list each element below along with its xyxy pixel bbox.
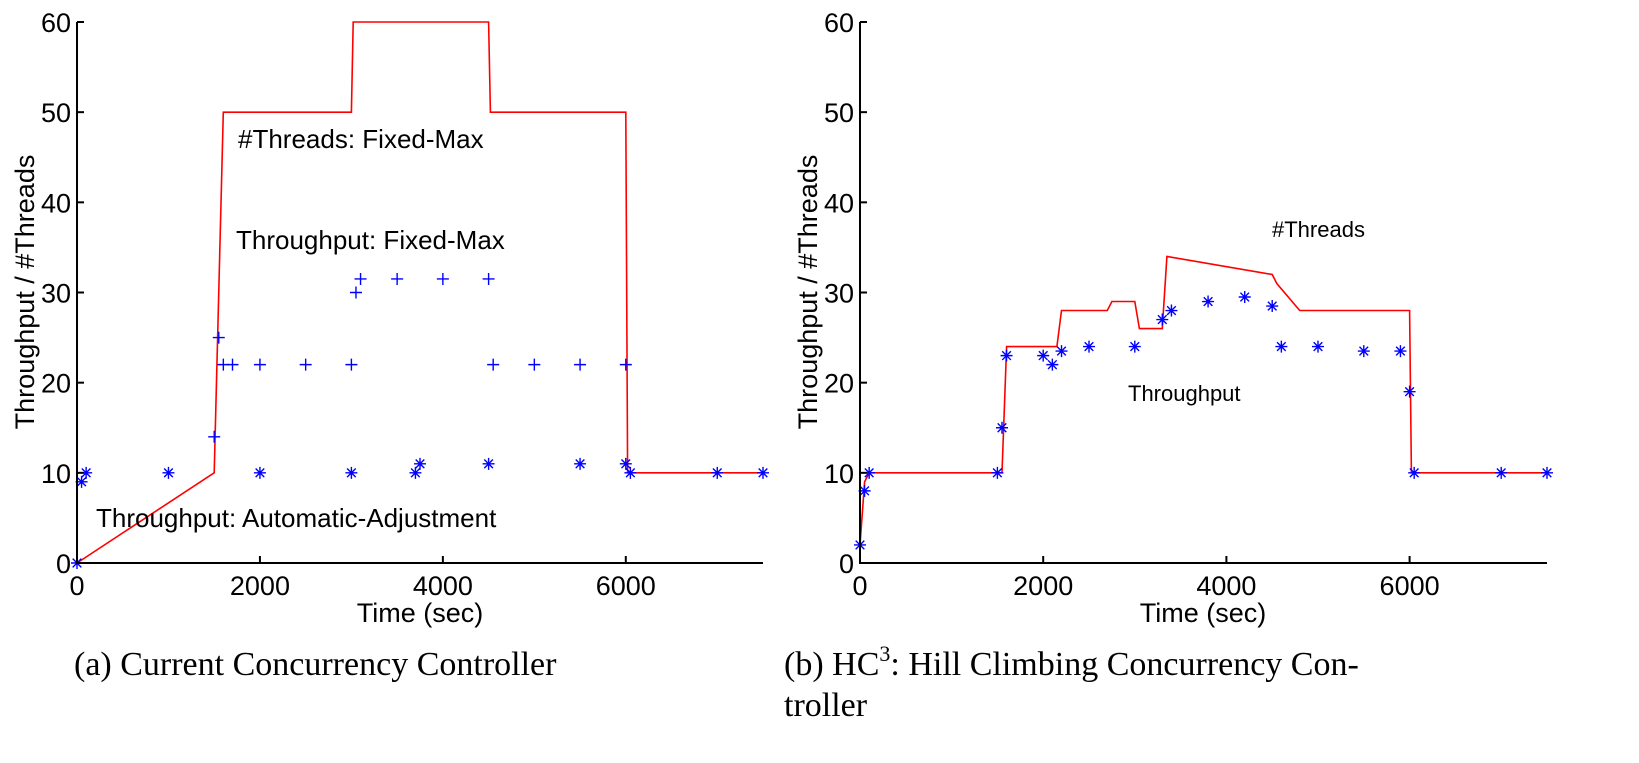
chart-b-series-1-point-14	[1238, 291, 1251, 304]
chart-b-annotation-throughput: Throughput	[1128, 381, 1241, 406]
chart-b-series-1-point-8	[1055, 345, 1068, 358]
chart-b-ticks: 0 2000 4000 6000 0 10 20 30 40 50 60	[824, 8, 1440, 601]
chart-b-x-tick-label-3: 6000	[1380, 571, 1440, 601]
chart-b-x-tick-label-0: 0	[852, 571, 867, 601]
chart-a-series-2-point-9	[574, 457, 587, 470]
chart-a-marks	[71, 21, 769, 569]
chart-b-caption-line2: troller	[784, 687, 868, 724]
chart-a-series-1-point-12	[487, 358, 500, 371]
chart-b-series-1-point-21	[1408, 466, 1421, 479]
chart-b-series-1-point-2	[863, 466, 876, 479]
chart-a-y-tick-label-1: 10	[41, 459, 71, 489]
chart-b-series-1-point-19	[1394, 345, 1407, 358]
chart-a-x-tick-label-2: 4000	[413, 571, 473, 601]
chart-a-series-1-point-1	[212, 331, 225, 344]
chart-a-series-1-point-4	[253, 358, 266, 371]
chart-a-y-tick-label-3: 30	[41, 279, 71, 309]
chart-b-y-tick-label-0: 0	[839, 549, 854, 579]
chart-b-series-1-point-17	[1312, 340, 1324, 353]
chart-a-series-2-point-6	[409, 466, 422, 479]
chart-b-series-1-point-1	[858, 484, 871, 497]
chart-b-caption-prefix: (b) HC	[784, 646, 879, 683]
chart-a-series-2-point-13	[757, 466, 769, 479]
chart-b-series-1-point-20	[1403, 385, 1416, 398]
chart-b-series-threads-line	[859, 255, 1547, 546]
chart-a-annotation-throughput-fixed: Throughput: Fixed-Max	[236, 225, 505, 255]
chart-b-series-1-point-4	[995, 421, 1008, 434]
chart-a-y-tick-label-6: 60	[41, 8, 71, 38]
chart-b-y-tick-label-4: 40	[824, 188, 854, 218]
chart-b-series-1-point-12	[1165, 304, 1178, 317]
chart-a-series-1-point-8	[354, 272, 367, 285]
chart-a-series-1-point-14	[574, 358, 587, 371]
chart-a-series-1-point-6	[345, 358, 358, 371]
chart-a-y-tick-label-0: 0	[56, 549, 71, 579]
chart-a-series-2-point-5	[345, 466, 358, 479]
chart-b-y-tick-label-2: 20	[824, 369, 854, 399]
chart-a-series-1-point-3	[226, 358, 239, 371]
chart-b-x-tick-label-2: 4000	[1196, 571, 1256, 601]
chart-b-y-tick-label-6: 60	[824, 8, 854, 38]
chart-a-x-tick-label-3: 6000	[596, 571, 656, 601]
chart-b-series-1-point-5	[1000, 349, 1013, 362]
chart-b-x-axis-label: Time (sec)	[1140, 598, 1267, 628]
chart-b-series-1-point-10	[1128, 340, 1141, 353]
chart-b-marks	[854, 255, 1553, 551]
chart-b-series-1-point-11	[1156, 313, 1169, 326]
chart-b-series-1-point-15	[1266, 300, 1279, 313]
chart-a-y-tick-label-2: 20	[41, 369, 71, 399]
chart-b-caption: (b) HC3: Hill Climbing Concurrency Con-	[784, 641, 1359, 683]
chart-a-series-2-point-3	[162, 466, 175, 479]
chart-a-series-2-point-8	[482, 457, 495, 470]
chart-a-series-threads-line	[76, 21, 763, 564]
chart-a-series-1-point-7	[349, 286, 362, 299]
chart-a-annotation-throughput-auto: Throughput: Automatic-Adjustment	[96, 503, 497, 533]
chart-a-caption: (a) Current Concurrency Controller	[74, 646, 557, 683]
chart-a-series-2-point-1	[75, 475, 88, 488]
chart-a-y-axis-label: Throughput / #Threads	[10, 155, 40, 430]
chart-b-series-1-point-7	[1046, 358, 1059, 371]
chart-a-series-2-point-7	[414, 457, 426, 470]
chart-a-annotation-threads: #Threads: Fixed-Max	[238, 124, 484, 154]
chart-a-series-2-point-4	[253, 466, 266, 479]
chart-b-y-tick-label-1: 10	[824, 459, 854, 489]
chart-b-series-1-point-13	[1202, 295, 1215, 308]
chart-b-y-tick-label-5: 50	[824, 98, 854, 128]
chart-b-series-1-point-18	[1357, 345, 1370, 358]
chart-a-series-2-point-10	[619, 457, 632, 470]
chart-a-series-1-point-11	[482, 272, 495, 285]
chart-a-series-1-point-9	[391, 272, 404, 285]
chart-b-series-1-point-16	[1275, 340, 1288, 353]
chart-a-x-axis-label: Time (sec)	[357, 598, 484, 628]
chart-b-x-tick-label-1: 2000	[1013, 571, 1073, 601]
chart-panel-b: 0 2000 4000 6000 0 10 20 30 40 50 60 Time (sec) Th…	[784, 8, 1553, 724]
chart-b-annotation-threads: #Threads	[1272, 217, 1365, 242]
chart-a-series-1-point-5	[299, 358, 312, 371]
chart-b-series-1-point-6	[1037, 349, 1050, 362]
chart-a-y-tick-label-5: 50	[41, 98, 71, 128]
chart-b-series-1-point-23	[1541, 466, 1553, 479]
chart-b-axes	[859, 22, 1547, 564]
chart-panel-a: 0 2000 4000 6000 0 10 20 30 40 50 60 Time (sec) Th…	[10, 8, 769, 683]
chart-a-series-1-point-10	[436, 272, 449, 285]
chart-a-series-2-point-2	[80, 466, 93, 479]
chart-a-series-2-point-11	[624, 466, 637, 479]
chart-a-series-1-point-0	[208, 430, 221, 443]
chart-b-y-tick-label-3: 30	[824, 279, 854, 309]
chart-b-y-axis-label: Throughput / #Threads	[793, 155, 823, 430]
chart-b-caption-sup: 3	[879, 641, 890, 666]
chart-a-axes	[76, 22, 763, 564]
chart-a-series-1-point-15	[619, 358, 632, 371]
chart-a-y-tick-label-4: 40	[41, 188, 71, 218]
chart-b-series-1-point-9	[1083, 340, 1095, 353]
chart-b-series-1-point-22	[1495, 466, 1508, 479]
chart-a-series-1-point-13	[528, 358, 541, 371]
chart-a-x-tick-label-0: 0	[69, 571, 84, 601]
chart-a-series-2-point-12	[711, 466, 724, 479]
chart-a-ticks: 0 2000 4000 6000 0 10 20 30 40 50 60	[41, 8, 656, 601]
chart-a-x-tick-label-1: 2000	[230, 571, 290, 601]
chart-b-caption-line1: : Hill Climbing Concurrency Con-	[890, 646, 1358, 683]
chart-b-series-1-point-3	[991, 466, 1004, 479]
